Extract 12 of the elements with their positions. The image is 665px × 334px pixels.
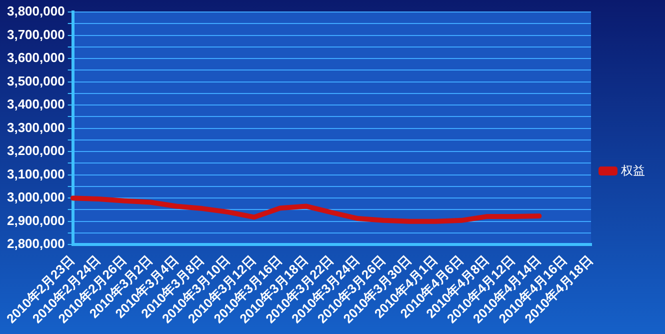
y-tick-label: 3,200,000 [6,143,65,158]
y-tick-label: 3,800,000 [6,4,65,19]
y-tick-label: 3,700,000 [6,26,65,42]
y-tick-label: 2,800,000 [6,236,65,252]
y-tick-label: 3,500,000 [6,73,65,88]
legend-label: 权益 [620,163,645,178]
y-tick-label: 2,900,000 [6,212,65,228]
y-tick-label: 3,300,000 [6,120,65,135]
y-tick-label: 3,000,000 [6,190,65,205]
y-tick-label: 3,400,000 [6,96,65,112]
y-tick-label: 3,600,000 [6,50,65,66]
y-tick-label: 3,100,000 [6,166,65,182]
